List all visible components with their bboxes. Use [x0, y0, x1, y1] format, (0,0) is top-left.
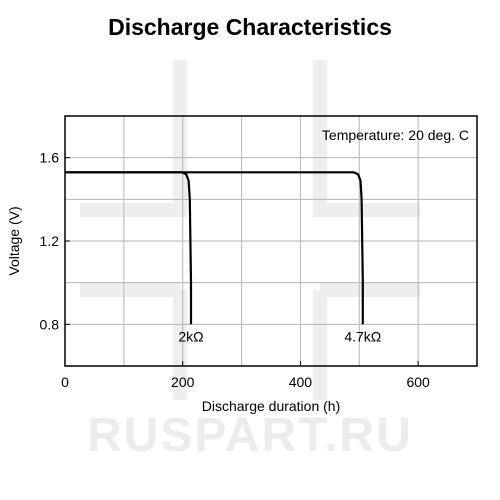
x-tick-label: 0	[61, 374, 69, 390]
series-line-2	[65, 171, 364, 325]
grid-lines	[65, 116, 477, 366]
x-tick-label: 400	[289, 374, 313, 390]
y-tick-label: 0.8	[40, 316, 60, 332]
series-lines: 2kΩ 4.7kΩ	[65, 171, 381, 344]
y-tick-label: 1.6	[40, 150, 60, 166]
x-axis-label: Discharge duration (h)	[202, 398, 341, 414]
y-axis-label: Voltage (V)	[6, 206, 22, 275]
temperature-annotation: Temperature: 20 deg. C	[322, 127, 469, 143]
x-tick-label: 600	[406, 374, 430, 390]
axis-ticks: 0 200 400 600 0.8 1.2 1.6	[40, 150, 431, 390]
x-tick-label: 200	[171, 374, 195, 390]
y-tick-label: 1.2	[40, 233, 60, 249]
series-label-1: 2kΩ	[178, 328, 203, 344]
chart-title: Discharge Characteristics	[108, 14, 392, 40]
watermark-text: RUSPART.RU	[87, 409, 413, 462]
series-label-2: 4.7kΩ	[344, 328, 381, 344]
series-line-1	[65, 171, 193, 325]
